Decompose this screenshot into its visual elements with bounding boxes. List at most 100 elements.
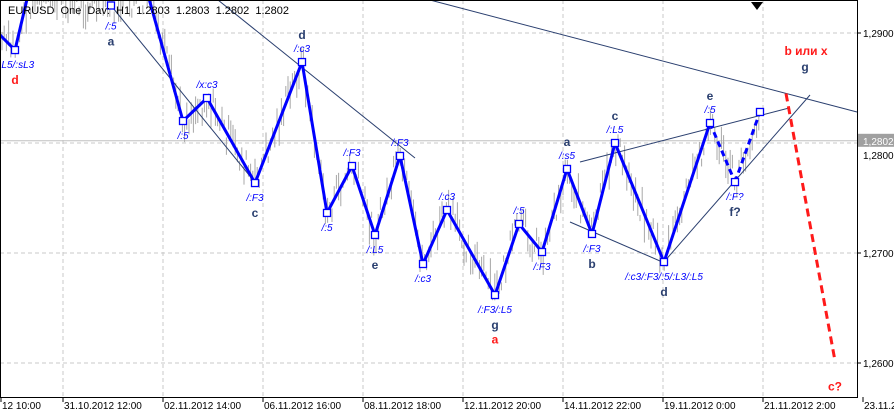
wave-letter: d [298,28,305,42]
zigzag-segment [733,111,762,183]
current-price-label: 1,2802 [863,137,894,148]
zigzag [0,0,837,362]
trendline [217,0,416,159]
annotation-label: b или x [784,44,827,58]
current-price-box [858,133,894,147]
level-label: /:F3 [390,138,409,149]
annotation-label: a [492,333,499,347]
level-label: /:F3 [245,193,264,204]
zigzag-vertex [250,178,260,188]
close: 1.2802 [255,5,289,17]
zigzag-segment [147,0,185,122]
zigzag-vertex [705,118,715,128]
level-label: /:L5 [606,125,624,136]
wave-letter: f? [729,205,740,219]
x-tick-label: 21.11.2012 2:00 [764,401,836,412]
wave-letter: a [564,135,571,149]
zigzag-vertex [537,247,547,257]
zigzag-vertex [322,208,332,218]
zigzag-vertex [442,205,452,215]
zigzag-segment [565,168,594,235]
wave-letter: b [588,257,595,271]
plot-border [0,0,858,398]
timeframe: One Dav: H1 [60,5,131,17]
zigzag-segment [590,142,617,235]
zigzag-vertex [10,45,20,55]
annotation-label: g [801,60,808,74]
symbol: EURUSD [8,5,55,17]
x-tick-label: 06.11.2012 16:00 [264,401,342,412]
grid [0,0,857,397]
wave-letter: d [11,73,18,87]
zigzag-segment [662,122,712,263]
level-label: /:5 [320,223,333,234]
trendline [429,0,858,113]
high: 1.2803 [175,5,210,17]
level-label: /:c3/:F3/:5/:L3/:L5 [624,272,703,283]
level-label: /:c3 [414,274,432,285]
level-label: /:5 [104,22,117,33]
trendline [569,221,668,265]
level-label: /:5 [512,206,525,217]
zigzag-segment [398,155,425,265]
level-label: /:L5/:sL3 [0,60,35,71]
y-tick-label: 1,2800 [863,151,894,162]
zigzag-segment [613,142,666,263]
level-label: /:s5 [558,151,576,162]
zigzag-vertex [587,229,597,239]
zigzag-segment [517,223,544,253]
x-tick-label: 12.11.2012 20:00 [464,401,542,412]
zigzag-segment [540,168,569,253]
level-label: /:F3 [582,244,601,255]
wave-letter: e [707,89,714,103]
wave-letter: g [491,318,498,332]
wave-letter: a [108,35,115,49]
x-tick-label: 19.11.2012 0:00 [664,401,736,412]
x-tick-label: 12 10:00 [2,401,41,412]
annotation-label: c? [828,380,842,394]
low: 1.2802 [215,5,250,17]
open: 1.2803 [136,5,170,17]
zigzag-segment [350,165,377,236]
zigzag-segment [253,61,304,184]
level-label: /:F? [725,192,744,203]
x-tick-label: 23.11.2 [864,401,894,412]
y-tick-label: 1,2600 [863,359,894,370]
level-label: /x:c3 [195,80,218,91]
zigzag-segment [373,155,402,236]
zigzag-vertex [202,93,212,103]
zigzag-vertex [370,230,380,240]
zigzag-segment [493,223,521,296]
level-label: /:c3 [438,192,456,203]
zigzag-vertex [418,259,428,269]
wave-letter: d [660,285,667,299]
y-tick-label: 1,2900 [863,29,894,40]
zigzag-segment [708,122,737,183]
chart-header: EURUSD One Dav: H1 1.2803 1.2803 1.2802 … [8,5,289,17]
x-tick-label: 02.11.2012 14:00 [164,401,242,412]
zigzag-vertex [106,1,116,10]
level-label: /:5 [176,131,189,142]
level-label: /:F3/:L5 [477,305,512,316]
zigzag-vertex [610,138,620,148]
chart-shift-icon[interactable] [751,2,763,10]
x-tick-label: 31.10.2012 12:00 [64,401,142,412]
zigzag-segment [421,209,449,265]
wave-letter: e [372,258,379,272]
zigzag-segment [325,165,354,214]
wave-letter: c [252,206,259,220]
zigzag-vertex [755,107,765,117]
wave-letter: c [612,109,619,123]
zigzag-segment [205,97,257,184]
zigzag-vertex [490,290,500,300]
level-label: /:L5 [366,245,384,256]
zigzag-vertex [395,151,405,161]
y-tick-label: 1,2700 [863,249,894,260]
trendline [579,107,790,163]
zigzag-vertex [347,161,357,171]
level-label: /:F3 [532,262,551,273]
zigzag-vertex [514,219,524,229]
zigzag-segment [300,61,329,214]
